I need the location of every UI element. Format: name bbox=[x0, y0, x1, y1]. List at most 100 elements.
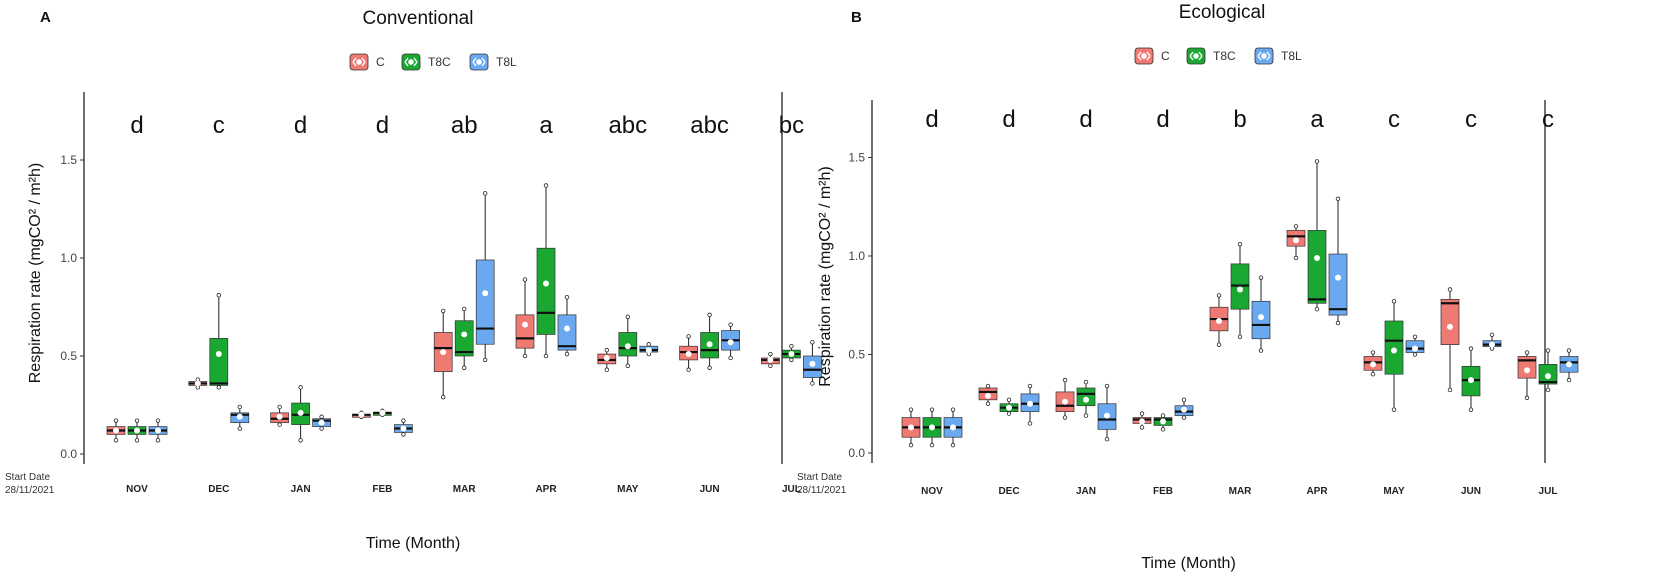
significance-letter: c bbox=[1465, 106, 1477, 133]
box-apr-c[interactable] bbox=[1286, 224, 1306, 261]
box-nov-t8l[interactable] bbox=[148, 418, 168, 443]
box-nov-c[interactable] bbox=[901, 407, 921, 448]
x-tick-label: APR bbox=[535, 484, 557, 495]
box-may-t8c[interactable] bbox=[1384, 299, 1404, 412]
box-jan-t8l[interactable] bbox=[1097, 383, 1117, 442]
box-dec-t8l[interactable] bbox=[1020, 383, 1040, 426]
mean-point bbox=[985, 392, 991, 399]
significance-letter: bc bbox=[779, 112, 804, 139]
box-nov-t8c[interactable] bbox=[127, 418, 147, 443]
mean-point bbox=[788, 351, 795, 358]
legend-notch bbox=[352, 57, 366, 67]
min-point bbox=[277, 422, 282, 427]
min-point bbox=[1566, 377, 1572, 383]
box-jun-t8c[interactable] bbox=[700, 312, 719, 370]
max-point bbox=[1027, 383, 1033, 389]
legend-item-c[interactable]: C bbox=[1134, 47, 1170, 65]
min-point bbox=[1293, 255, 1299, 261]
box-dec-t8l[interactable] bbox=[230, 404, 250, 431]
significance-letter: d bbox=[1079, 106, 1092, 133]
y-tick-label: 0.5 bbox=[60, 349, 77, 363]
box-mar-t8l[interactable] bbox=[1251, 275, 1271, 353]
legend-notch bbox=[1189, 51, 1203, 61]
box-may-c[interactable] bbox=[597, 347, 617, 372]
max-point bbox=[298, 385, 303, 390]
box-mar-t8c[interactable] bbox=[1230, 241, 1250, 339]
legend-item-t8c[interactable]: T8C bbox=[1186, 47, 1236, 65]
box-jun-t8l[interactable] bbox=[1482, 332, 1502, 351]
box-jun-c[interactable] bbox=[1440, 287, 1460, 393]
box-jul-t8c[interactable] bbox=[782, 344, 801, 363]
min-point bbox=[625, 363, 630, 368]
box-mar-c[interactable] bbox=[1209, 293, 1229, 347]
box-may-t8l[interactable] bbox=[639, 342, 659, 357]
legend-item-c[interactable]: C bbox=[349, 53, 385, 71]
box-may-t8l[interactable] bbox=[1405, 334, 1425, 357]
box-feb-t8c[interactable] bbox=[1153, 413, 1173, 432]
start-date-label: Start Date bbox=[5, 472, 50, 483]
min-point bbox=[483, 357, 488, 363]
box-apr-t8l[interactable] bbox=[1328, 196, 1348, 326]
max-point bbox=[929, 407, 935, 412]
box-jun-t8l[interactable] bbox=[721, 322, 740, 361]
box-feb-t8c[interactable] bbox=[373, 408, 392, 417]
legend-item-t8l[interactable]: T8L bbox=[1254, 47, 1302, 65]
box-mar-c[interactable] bbox=[433, 308, 453, 400]
box-nov-t8l[interactable] bbox=[943, 407, 963, 448]
box-jul-t8l[interactable] bbox=[1559, 348, 1579, 383]
box-dec-c[interactable] bbox=[188, 377, 208, 390]
box-dec-t8c[interactable] bbox=[209, 293, 229, 390]
box-jan-c[interactable] bbox=[270, 404, 289, 427]
max-point bbox=[1104, 383, 1110, 389]
box-mar-t8c[interactable] bbox=[454, 306, 474, 370]
legend: C T8C T8L bbox=[1134, 47, 1302, 65]
box-jul-t8c[interactable] bbox=[1538, 348, 1558, 393]
box-feb-c[interactable] bbox=[1132, 411, 1152, 430]
box-jan-c[interactable] bbox=[1055, 377, 1075, 420]
box-mar-t8l[interactable] bbox=[475, 191, 495, 363]
box-may-c[interactable] bbox=[1363, 350, 1383, 377]
box-apr-t8l[interactable] bbox=[557, 295, 577, 357]
box-nov-t8c[interactable] bbox=[922, 407, 942, 448]
box-jul-c[interactable] bbox=[761, 351, 780, 368]
box-feb-t8l[interactable] bbox=[1174, 397, 1194, 420]
min-point bbox=[929, 442, 935, 448]
box-nov-c[interactable] bbox=[106, 418, 126, 443]
max-point bbox=[543, 183, 549, 188]
legend-item-t8c[interactable]: T8C bbox=[401, 53, 451, 71]
min-point bbox=[319, 426, 324, 431]
box-may-t8c[interactable] bbox=[618, 314, 638, 368]
max-point bbox=[277, 404, 282, 410]
box-jan-t8l[interactable] bbox=[312, 414, 331, 431]
x-axis-label: Time (Month) bbox=[366, 535, 461, 552]
max-point bbox=[810, 340, 815, 345]
mean-point bbox=[155, 427, 161, 434]
box-dec-t8c[interactable] bbox=[999, 397, 1019, 416]
mean-point bbox=[461, 331, 468, 338]
max-point bbox=[908, 407, 914, 412]
max-point bbox=[1083, 379, 1089, 385]
box-jun-c[interactable] bbox=[679, 334, 698, 372]
box-jul-t8l[interactable] bbox=[803, 340, 822, 386]
significance-letter: d bbox=[1002, 106, 1015, 133]
min-point bbox=[1447, 387, 1453, 393]
box-jan-t8c[interactable] bbox=[291, 385, 310, 443]
box-apr-c[interactable] bbox=[515, 277, 535, 359]
box-jan-t8c[interactable] bbox=[1076, 379, 1096, 418]
min-point bbox=[155, 438, 161, 443]
min-point bbox=[1181, 415, 1187, 420]
box-dec-c[interactable] bbox=[978, 383, 998, 406]
box-jun-t8c[interactable] bbox=[1461, 346, 1481, 412]
box-feb-c[interactable] bbox=[352, 410, 371, 419]
x-tick-label: NOV bbox=[921, 486, 943, 497]
box-feb-t8l[interactable] bbox=[394, 418, 413, 437]
box-apr-t8c[interactable] bbox=[1307, 159, 1327, 312]
significance-letter: c bbox=[1542, 106, 1554, 133]
box-apr-t8c[interactable] bbox=[536, 183, 556, 359]
min-point bbox=[1216, 342, 1222, 347]
min-point bbox=[1237, 334, 1243, 339]
x-tick-label: JUN bbox=[1461, 486, 1481, 497]
legend-item-t8l[interactable]: T8L bbox=[469, 53, 517, 71]
box-jul-c[interactable] bbox=[1517, 350, 1537, 401]
max-point bbox=[985, 383, 991, 389]
